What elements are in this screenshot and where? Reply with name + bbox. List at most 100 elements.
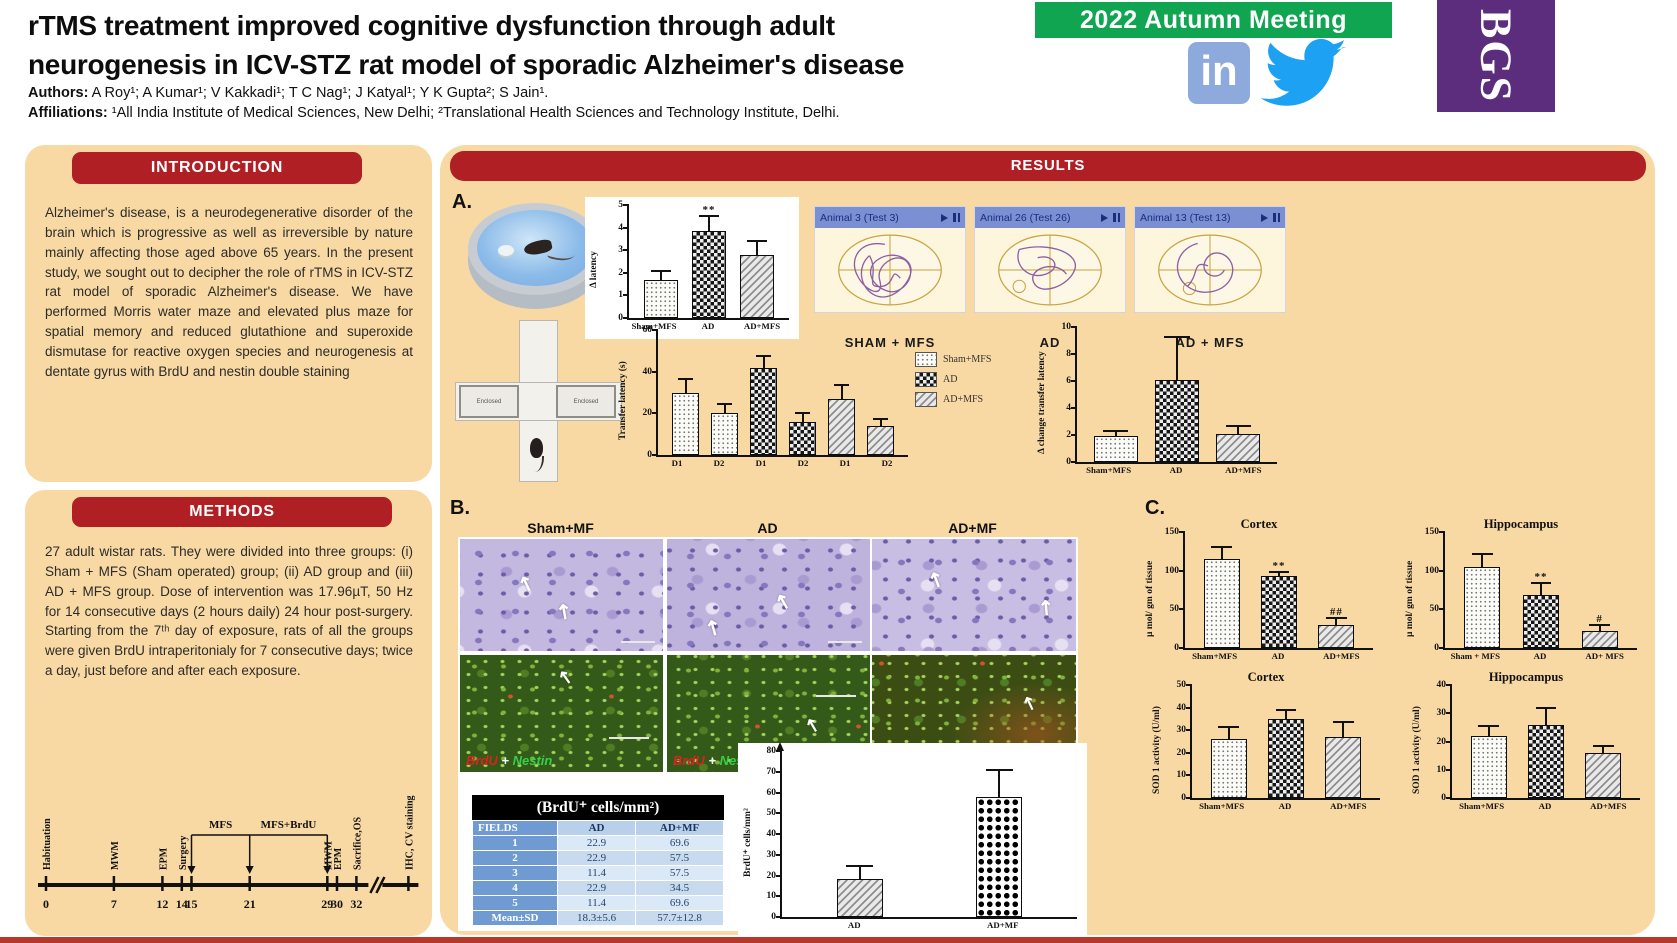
table-row-label: 1 bbox=[472, 835, 558, 851]
chart-plot-area: 0 10 20 30 40 50 60 70 80 bbox=[767, 742, 1077, 922]
table-cell: 69.6 bbox=[635, 895, 724, 911]
histology-header-ad: AD bbox=[757, 520, 778, 536]
bar bbox=[1318, 624, 1355, 648]
y-tick-label: 100 bbox=[1164, 565, 1179, 576]
swim-track-panel-ad: Animal 26 (Test 26) bbox=[975, 207, 1125, 312]
x-category-label: AD bbox=[1278, 801, 1292, 811]
x-category-label: D2 bbox=[797, 458, 809, 468]
error-bar bbox=[1268, 571, 1290, 576]
table-header: AD+MF bbox=[635, 820, 724, 836]
error-bar bbox=[1535, 707, 1557, 725]
y-tick-mark bbox=[623, 226, 629, 229]
scale-bar bbox=[621, 641, 655, 643]
bar bbox=[1585, 752, 1622, 798]
play-icon[interactable] bbox=[1101, 213, 1108, 222]
table-header: AD bbox=[556, 820, 637, 836]
cresyl-violet-image-admf: ↖ ↖ bbox=[870, 537, 1078, 653]
y-tick-label: 150 bbox=[1164, 527, 1179, 537]
y-tick-label: 2 bbox=[618, 267, 623, 278]
y-tick-mark bbox=[776, 791, 782, 794]
y-tick-mark bbox=[1179, 531, 1185, 533]
y-tick-mark bbox=[1439, 531, 1445, 533]
play-icon[interactable] bbox=[941, 213, 948, 222]
error-bar bbox=[755, 355, 772, 367]
y-tick-label: 10 bbox=[1436, 764, 1447, 775]
y-tick-mark bbox=[776, 812, 782, 815]
error-bar bbox=[651, 269, 671, 280]
error-bar bbox=[985, 768, 1013, 798]
nestin-label: Nestin bbox=[512, 753, 553, 768]
svg-text:21: 21 bbox=[244, 897, 256, 911]
methods-panel: METHODS 27 adult wistar rats. They were … bbox=[25, 490, 432, 936]
svg-text:7: 7 bbox=[111, 897, 117, 911]
x-category-label: Sham+MFS bbox=[1199, 801, 1245, 811]
error-bar bbox=[747, 240, 767, 254]
pool-platform bbox=[498, 245, 514, 256]
linkedin-icon[interactable]: in bbox=[1188, 42, 1250, 104]
delta-latency-chart: Δ latency 0 1 2 3 4 5 ** Sham+MFS AD AD+MFS bbox=[585, 197, 799, 339]
y-tick-label: 0 bbox=[1066, 457, 1071, 467]
y-tick-label: 5 bbox=[618, 200, 623, 210]
y-tick-mark bbox=[623, 271, 629, 274]
sod-hippocampus-chart: Hippocampus SOD 1 activity (U/ml) 0 10 20 30 4… bbox=[1412, 670, 1640, 815]
error-bar bbox=[1102, 430, 1129, 436]
table-cell: 11.4 bbox=[556, 895, 637, 911]
bgs-logo-text: BGS bbox=[1471, 8, 1521, 104]
track-title: Animal 26 (Test 26) bbox=[980, 211, 1071, 224]
error-bar bbox=[1225, 424, 1252, 434]
y-tick-mark bbox=[776, 916, 782, 918]
x-category-label: AD+MFS bbox=[1590, 801, 1627, 811]
x-category-label: AD bbox=[1271, 651, 1285, 661]
legend-item: AD bbox=[915, 372, 991, 387]
pause-icon[interactable] bbox=[953, 213, 960, 222]
y-tick-label: 1 bbox=[618, 290, 623, 301]
chart-y-axis-label: BrdU⁺ cells/mm² bbox=[743, 808, 753, 877]
chart-plot-area: 0 1 2 3 4 5 ** bbox=[618, 200, 789, 323]
table-row-label: 4 bbox=[472, 880, 558, 896]
play-icon[interactable] bbox=[1261, 213, 1268, 222]
chart-y-axis-label: µ mol/ gm of tissue bbox=[1145, 560, 1155, 637]
y-tick-mark bbox=[1186, 774, 1192, 777]
pause-icon[interactable] bbox=[1113, 213, 1120, 222]
error-bar bbox=[1325, 616, 1347, 625]
y-tick-mark bbox=[1446, 684, 1452, 686]
bar-group bbox=[750, 330, 777, 455]
introduction-body: Alzheimer's disease, is a neurodegenerat… bbox=[45, 205, 413, 379]
twitter-icon[interactable] bbox=[1258, 38, 1350, 112]
y-tick-label: 20 bbox=[642, 408, 653, 419]
chart-y-axis-label: Transfer latency (s) bbox=[618, 361, 628, 441]
x-axis-labels: Sham+MFS AD AD+MFS bbox=[627, 320, 789, 335]
swim-track-panel-sham: Animal 3 (Test 3) bbox=[815, 207, 965, 312]
plus-label: + bbox=[497, 753, 513, 768]
epm-enclosed-right: Enclosed bbox=[556, 385, 616, 418]
bar-group bbox=[1527, 685, 1564, 798]
bar bbox=[1260, 576, 1297, 648]
section-b-label: B. bbox=[450, 497, 470, 519]
introduction-panel: INTRODUCTION Alzheimer's disease, is a n… bbox=[25, 145, 432, 482]
y-tick-mark bbox=[1446, 712, 1452, 715]
legend-swatch bbox=[915, 352, 937, 367]
y-tick-mark bbox=[1071, 353, 1077, 355]
error-bar bbox=[794, 412, 811, 421]
epm-rat bbox=[530, 438, 543, 458]
y-tick-label: 0 bbox=[1434, 643, 1439, 653]
y-tick-label: 50 bbox=[1176, 680, 1187, 690]
table-cell: 57.5 bbox=[635, 850, 724, 866]
x-category-label: AD bbox=[701, 321, 715, 331]
table-cell: 69.6 bbox=[635, 835, 724, 851]
pause-icon[interactable] bbox=[1273, 213, 1280, 222]
y-tick-mark bbox=[652, 412, 658, 415]
x-axis-labels: D1 D2 D1 D2 D1 D2 bbox=[656, 457, 908, 472]
y-tick-mark bbox=[776, 750, 782, 752]
bar bbox=[1210, 739, 1247, 798]
svg-text:Surgery: Surgery bbox=[178, 836, 189, 870]
bar-group: # bbox=[1581, 532, 1618, 648]
scale-bar bbox=[609, 737, 649, 739]
table-row: 1 22.9 69.6 bbox=[472, 835, 724, 851]
chart-plot-area: 0 20 40 60 bbox=[643, 325, 908, 460]
bar-group: ** bbox=[1522, 532, 1559, 648]
y-tick-label: 20 bbox=[1436, 736, 1447, 747]
bar bbox=[672, 392, 699, 455]
table-row: 5 11.4 69.6 bbox=[472, 895, 724, 911]
